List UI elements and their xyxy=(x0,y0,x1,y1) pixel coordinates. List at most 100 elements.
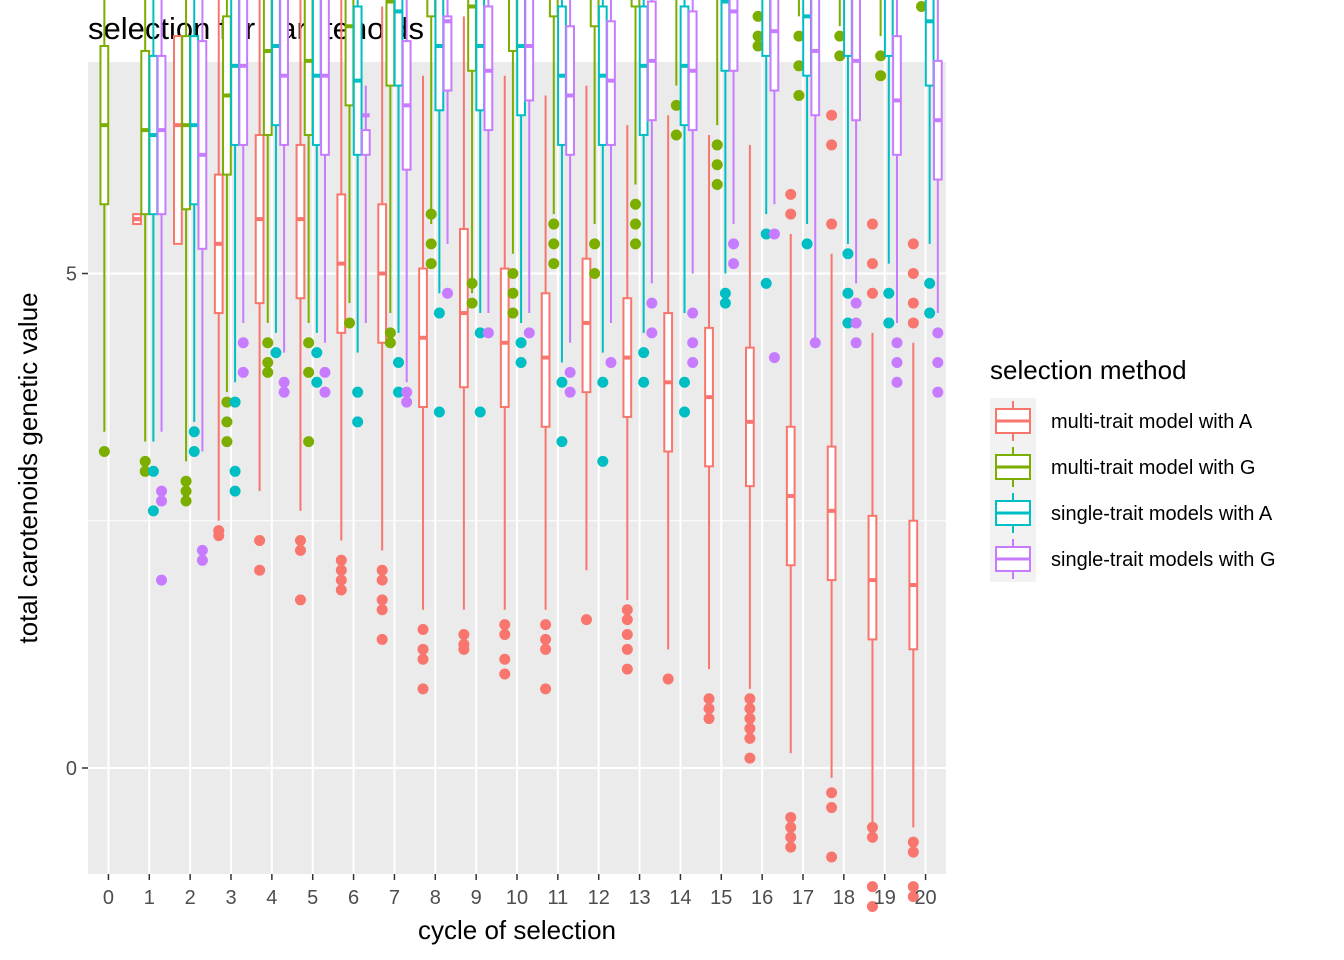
box xyxy=(311,0,322,146)
box xyxy=(434,0,445,112)
x-tick-label: 1 xyxy=(144,887,155,909)
outlier-point xyxy=(417,683,429,695)
outlier-point xyxy=(866,287,878,299)
box xyxy=(892,35,902,156)
outlier-point xyxy=(221,436,233,448)
outlier-point xyxy=(875,50,887,62)
outlier-point xyxy=(842,317,854,329)
box xyxy=(540,292,551,428)
outlier-point xyxy=(352,386,364,398)
legend-label-0: multi-trait model with A xyxy=(1051,411,1253,433)
outlier-point xyxy=(883,287,895,299)
outlier-point xyxy=(785,821,797,833)
x-tick-label: 16 xyxy=(751,887,773,909)
box xyxy=(843,0,853,57)
outlier-point xyxy=(646,327,658,339)
x-tick-label: 14 xyxy=(669,887,691,909)
outlier-point xyxy=(384,337,396,349)
outlier-point xyxy=(213,530,225,542)
legend-key-0 xyxy=(990,398,1036,444)
x-tick-label: 3 xyxy=(225,887,236,909)
outlier-point xyxy=(793,89,805,101)
x-tick-label: 0 xyxy=(103,887,114,909)
outlier-point xyxy=(188,426,200,438)
outlier-point xyxy=(597,455,609,467)
outlier-point xyxy=(335,554,347,566)
outlier-point xyxy=(393,357,405,369)
outlier-point xyxy=(629,198,641,210)
outlier-point xyxy=(294,544,306,556)
box xyxy=(230,0,240,146)
box xyxy=(344,0,355,107)
x-tick-label: 7 xyxy=(389,887,400,909)
legend-key-3 xyxy=(990,536,1036,582)
outlier-point xyxy=(589,268,601,279)
outlier-point xyxy=(711,159,723,171)
legend: selection method multi-trait model with … xyxy=(990,355,1276,582)
outlier-point xyxy=(237,337,249,349)
box xyxy=(181,35,191,211)
box xyxy=(745,346,755,488)
x-tick-label: 10 xyxy=(506,887,528,909)
y-tick-label: 0 xyxy=(66,758,77,780)
outlier-point xyxy=(352,416,364,428)
outlier-point xyxy=(621,604,633,616)
box xyxy=(826,445,837,582)
x-axis-ticks: 0 1 2 3 4 5 6 7 8 9 10 11 12 13 14 15 16 17 18 19 20 xyxy=(103,874,937,909)
x-tick-label: 15 xyxy=(710,887,732,909)
x-tick-label: 12 xyxy=(588,887,610,909)
outlier-point xyxy=(744,703,756,715)
x-tick-label: 17 xyxy=(792,887,814,909)
x-tick-label: 9 xyxy=(471,887,482,909)
box xyxy=(516,0,526,117)
box xyxy=(802,0,812,77)
outlier-point xyxy=(826,802,838,814)
outlier-point xyxy=(621,614,633,626)
outlier-point xyxy=(866,218,878,230)
outlier-point xyxy=(564,366,576,378)
outlier-point xyxy=(196,544,208,556)
outlier-point xyxy=(156,574,168,586)
outlier-point xyxy=(425,208,437,220)
x-tick-label: 20 xyxy=(914,887,936,909)
outlier-point xyxy=(793,30,805,42)
outlier-point xyxy=(924,307,936,319)
outlier-point xyxy=(180,475,192,487)
outlier-point xyxy=(907,881,919,893)
box xyxy=(279,0,289,146)
outlier-point xyxy=(915,0,927,12)
outlier-point xyxy=(303,337,315,349)
x-tick-label: 8 xyxy=(430,887,441,909)
outlier-point xyxy=(401,396,413,408)
outlier-point xyxy=(597,376,609,388)
box xyxy=(769,0,780,92)
outlier-point xyxy=(826,218,838,230)
chart-title: selection for carotenoids xyxy=(88,11,424,46)
box xyxy=(140,49,151,216)
outlier-point xyxy=(785,841,797,853)
outlier-point xyxy=(850,297,862,309)
outlier-point xyxy=(866,831,878,843)
outlier-point xyxy=(294,594,306,606)
outlier-point xyxy=(785,811,797,823)
series-3 xyxy=(156,0,944,586)
outlier-point xyxy=(875,70,887,82)
outlier-point xyxy=(719,297,731,309)
x-tick-label: 13 xyxy=(628,887,650,909)
box xyxy=(589,0,600,28)
outlier-point xyxy=(425,258,437,270)
outlier-point xyxy=(907,238,919,250)
outlier-point xyxy=(907,846,919,858)
box xyxy=(385,0,396,87)
outlier-point xyxy=(393,386,405,398)
outlier-point xyxy=(605,357,617,369)
x-tick-label: 2 xyxy=(185,887,196,909)
outlier-point xyxy=(229,485,241,497)
outlier-point xyxy=(458,628,470,640)
box xyxy=(867,514,878,641)
box xyxy=(548,0,559,18)
outlier-point xyxy=(425,238,437,250)
box xyxy=(483,5,494,132)
outlier-point xyxy=(262,357,274,369)
x-tick-label: 19 xyxy=(874,887,896,909)
